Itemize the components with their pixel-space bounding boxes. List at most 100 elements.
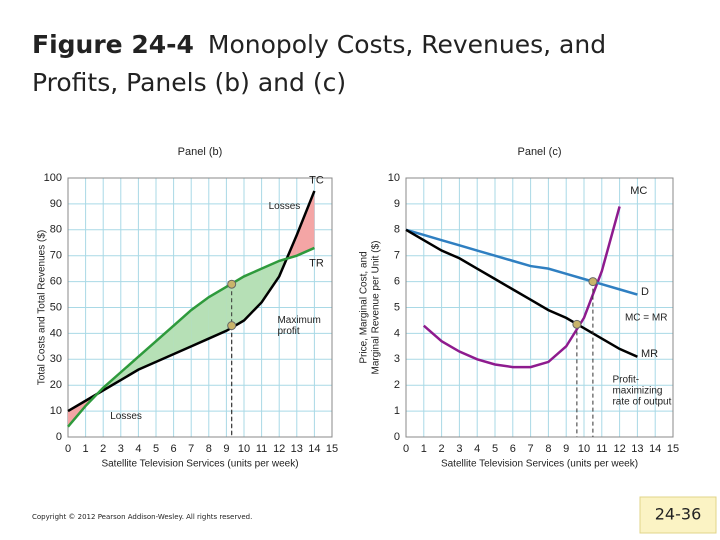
x-tick-label: 1: [83, 443, 89, 455]
y-axis-label: Total Costs and Total Revenues ($): [37, 230, 48, 385]
x-tick-label: 8: [206, 443, 212, 455]
series-label: MC: [630, 185, 647, 197]
y-axis-label: Marginal Revenue per Unit ($): [371, 241, 382, 375]
y-axis-label: Price, Marginal Cost, and: [359, 251, 370, 363]
x-tick-label: 12: [273, 443, 285, 455]
series-line: [67, 246, 315, 428]
page-box: [639, 496, 717, 534]
annotation: Profit-: [612, 375, 639, 386]
x-tick-label: 3: [118, 443, 124, 455]
point-marker: [227, 279, 237, 289]
point-marker: [227, 321, 237, 331]
x-tick-label: 0: [403, 443, 409, 455]
x-tick-label: 11: [596, 443, 607, 455]
series-line: [422, 206, 621, 369]
chart-title: Panel (c): [517, 146, 561, 158]
x-tick-label: 9: [563, 443, 569, 455]
series-label: TR: [309, 257, 324, 269]
profit-loss-area: [173, 310, 192, 355]
x-tick-label: 13: [631, 443, 643, 455]
y-tick-label: 8: [394, 224, 400, 236]
series-line: [405, 228, 638, 358]
x-tick-label: 0: [65, 443, 71, 455]
profit-loss-area: [226, 276, 244, 331]
y-tick-label: 50: [50, 301, 62, 313]
profit-loss-area: [208, 286, 227, 339]
x-tick-label: 15: [326, 443, 338, 455]
annotation: profit: [277, 326, 299, 337]
y-tick-label: 7: [394, 250, 400, 262]
x-tick-label: 7: [528, 443, 534, 455]
y-tick-label: 2: [394, 379, 400, 391]
series-line: [405, 228, 638, 296]
plot-frame: [405, 177, 674, 438]
slide-title: Figure 24-4 Monopoly Costs, Revenues, and: [32, 30, 606, 59]
series-line: [67, 190, 316, 413]
point-marker: [588, 277, 598, 287]
annotation: Maximum: [277, 315, 320, 326]
y-tick-label: 60: [50, 276, 62, 288]
y-tick-label: 0: [394, 431, 400, 443]
profit-loss-area: [156, 325, 174, 362]
point-marker: [572, 319, 582, 329]
x-tick-label: 5: [153, 443, 159, 455]
y-tick-label: 10: [388, 172, 400, 184]
y-tick-label: 90: [50, 198, 62, 210]
chart-title: Panel (b): [178, 146, 223, 158]
annotation: Losses: [269, 201, 301, 212]
x-tick-label: 2: [439, 443, 445, 455]
x-tick-label: 1: [421, 443, 427, 455]
x-tick-label: 10: [238, 443, 250, 455]
x-tick-label: 9: [223, 443, 229, 455]
annotation: Losses: [110, 411, 142, 422]
x-tick-label: 6: [171, 443, 177, 455]
x-axis-label: Satellite Television Services (units per…: [441, 459, 638, 470]
y-tick-label: 0: [56, 431, 62, 443]
page-number: 24-36: [655, 505, 702, 524]
title-bold: Figure 24-4: [32, 30, 194, 59]
y-tick-label: 3: [394, 353, 400, 365]
annotation: MC = MR: [625, 313, 668, 324]
x-tick-label: 15: [667, 443, 679, 455]
x-tick-label: 6: [510, 443, 516, 455]
series-label: MR: [641, 348, 658, 360]
x-tick-label: 10: [578, 443, 590, 455]
y-tick-label: 1: [394, 405, 400, 417]
x-tick-label: 4: [135, 443, 141, 455]
x-tick-label: 14: [308, 443, 320, 455]
y-tick-label: 70: [50, 250, 62, 262]
series-label: D: [641, 286, 649, 298]
y-tick-label: 30: [50, 353, 62, 365]
plot-frame: [67, 177, 333, 438]
x-tick-label: 4: [474, 443, 480, 455]
y-tick-label: 4: [394, 327, 400, 339]
x-tick-label: 3: [456, 443, 462, 455]
x-tick-label: 11: [256, 443, 267, 455]
y-tick-label: 40: [50, 327, 62, 339]
profit-loss-area: [191, 297, 209, 347]
profit-loss-area: [120, 356, 139, 381]
annotation: maximizing: [612, 386, 662, 397]
y-tick-label: 6: [394, 276, 400, 288]
x-axis-label: Satellite Television Services (units per…: [101, 459, 298, 470]
x-tick-label: 5: [492, 443, 498, 455]
title-line: Monopoly Costs, Revenues, and: [208, 30, 606, 59]
annotation: rate of output: [612, 397, 671, 408]
y-tick-label: 9: [394, 198, 400, 210]
series-label: TC: [309, 174, 324, 186]
profit-loss-area: [261, 260, 280, 303]
x-tick-label: 14: [649, 443, 661, 455]
profit-loss-area: [296, 190, 315, 256]
x-tick-label: 8: [545, 443, 551, 455]
y-tick-label: 10: [50, 405, 62, 417]
y-tick-label: 100: [44, 172, 62, 184]
y-tick-label: 20: [50, 379, 62, 391]
y-tick-label: 80: [50, 224, 62, 236]
y-tick-label: 5: [394, 301, 400, 313]
x-tick-label: 12: [613, 443, 625, 455]
profit-loss-area: [244, 268, 262, 321]
x-tick-label: 7: [188, 443, 194, 455]
copyright: Copyright © 2012 Pearson Addison-Wesley.…: [32, 513, 252, 521]
x-tick-label: 13: [291, 443, 303, 455]
